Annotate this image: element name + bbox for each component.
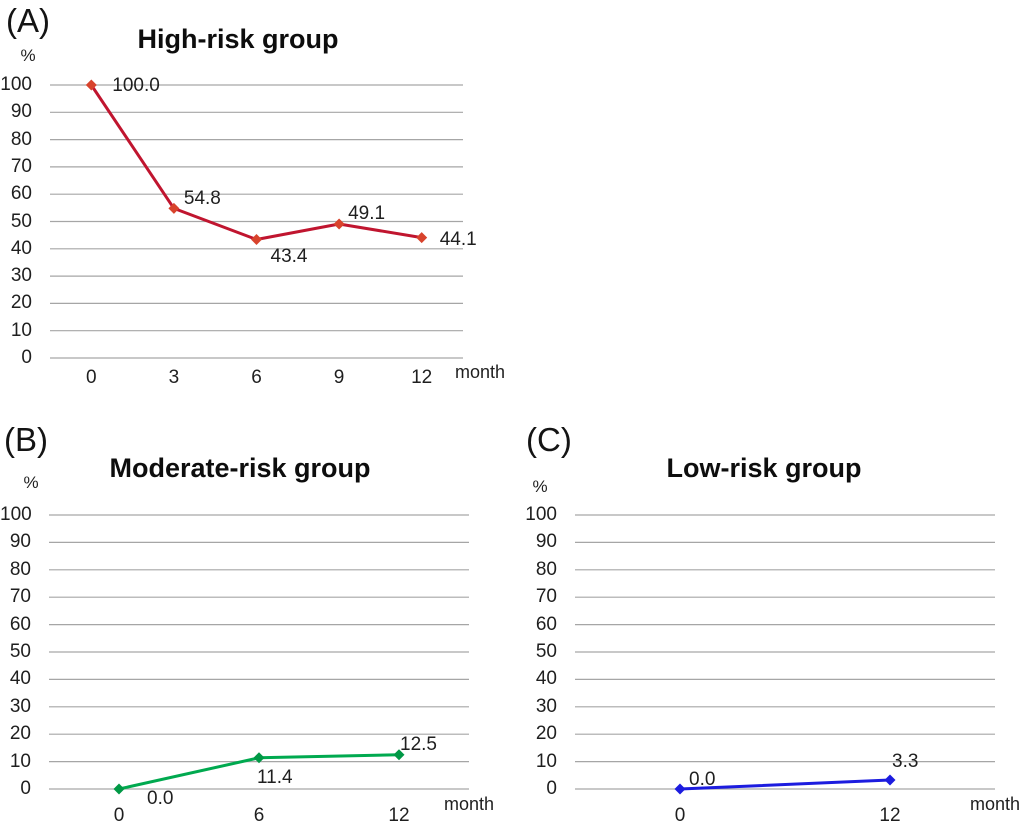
data-point-label: 11.4 — [257, 766, 293, 788]
y-tick-label: 40 — [10, 237, 32, 259]
x-tick-label: 0 — [86, 367, 97, 388]
y-tick-label: 0 — [546, 778, 557, 799]
data-point-label: 12.5 — [400, 733, 437, 755]
data-point-label: 49.1 — [348, 202, 386, 224]
x-tick-label: 12 — [879, 805, 901, 823]
y-axis-unit-label: % — [23, 473, 39, 492]
y-tick-label: 20 — [10, 292, 32, 314]
y-tick-label: 20 — [9, 723, 31, 745]
x-axis-unit-label: month — [970, 794, 1021, 814]
data-point-label: 0.0 — [147, 788, 174, 809]
y-tick-label: 30 — [10, 265, 32, 287]
data-point-marker — [85, 79, 97, 91]
y-tick-label: 100 — [525, 504, 557, 525]
data-point-label: 0.0 — [689, 769, 716, 790]
data-point-marker — [674, 783, 686, 795]
y-tick-label: 70 — [535, 586, 557, 608]
data-point-label: 43.4 — [270, 245, 308, 267]
y-tick-label: 10 — [10, 319, 32, 341]
y-tick-label: 80 — [535, 558, 557, 580]
data-point-marker — [113, 783, 125, 795]
y-tick-label: 100 — [0, 504, 32, 525]
panel-letter-label: (C) — [526, 421, 572, 458]
chart-plot-area — [50, 79, 463, 359]
chart-plot-area — [49, 514, 469, 795]
data-point-label: 3.3 — [892, 750, 919, 772]
x-tick-label: 0 — [674, 805, 686, 823]
y-tick-label: 40 — [9, 668, 31, 690]
chart-title: Moderate-risk group — [109, 453, 371, 483]
y-tick-label: 0 — [20, 778, 31, 799]
data-point-marker — [393, 749, 405, 761]
data-point-marker — [884, 774, 896, 786]
y-tick-label: 80 — [9, 558, 31, 580]
y-tick-label: 70 — [10, 155, 32, 177]
y-tick-label: 10 — [535, 750, 557, 772]
chart-title: Low-risk group — [666, 453, 862, 483]
y-tick-label: 10 — [9, 750, 31, 772]
data-point-marker — [416, 232, 428, 244]
series-line — [678, 778, 892, 791]
x-tick-label: 3 — [168, 367, 180, 388]
chart-plot-area — [575, 514, 995, 795]
x-tick-label: 9 — [333, 367, 345, 388]
y-tick-label: 20 — [535, 723, 557, 745]
y-tick-label: 60 — [535, 613, 557, 635]
y-tick-label: 100 — [0, 74, 32, 95]
data-point-marker — [168, 202, 180, 214]
data-point-label: 100.0 — [112, 75, 160, 96]
panel-letter-label: (A) — [6, 2, 50, 39]
chart-panel-a: (A) High-risk group% 100 90 80 70 60 50 40 30 20 10… — [0, 0, 512, 412]
chart-panel-c: (C) Low-risk group% 100 90 80 70 60 50 40 30 20 10 0… — [512, 415, 1024, 823]
y-tick-label: 70 — [9, 586, 31, 608]
data-point-label: 54.8 — [183, 188, 221, 210]
x-tick-label: 12 — [388, 805, 410, 823]
data-point-marker — [333, 218, 345, 230]
x-tick-label: 6 — [251, 367, 262, 388]
data-point-label: 44.1 — [439, 228, 477, 250]
y-axis-unit-label: % — [532, 477, 548, 496]
data-point-marker — [253, 752, 265, 764]
y-tick-label: 40 — [535, 668, 557, 690]
y-tick-label: 30 — [9, 695, 31, 717]
y-tick-label: 90 — [9, 531, 31, 553]
x-tick-label: 12 — [411, 367, 433, 388]
y-tick-label: 90 — [10, 101, 32, 123]
y-tick-label: 50 — [9, 641, 31, 662]
y-tick-label: 90 — [535, 531, 557, 553]
y-tick-label: 50 — [10, 210, 32, 232]
y-tick-label: 50 — [535, 641, 557, 662]
y-axis-unit-label: % — [20, 46, 36, 65]
data-point-marker — [251, 234, 262, 246]
y-tick-label: 30 — [535, 695, 557, 717]
x-axis-unit-label: month — [444, 794, 495, 814]
x-tick-label: 6 — [253, 805, 265, 823]
chart-title: High-risk group — [137, 24, 339, 54]
y-tick-label: 80 — [10, 128, 32, 150]
y-tick-label: 0 — [21, 347, 32, 368]
x-axis-unit-label: month — [455, 362, 506, 382]
chart-panel-b: (B) Moderate-risk group% 100 90 80 70 60 50 40 30… — [0, 415, 512, 823]
panel-letter-label: (B) — [4, 421, 48, 458]
y-tick-label: 60 — [10, 183, 32, 205]
y-tick-label: 60 — [9, 613, 31, 635]
x-tick-label: 0 — [113, 805, 125, 823]
